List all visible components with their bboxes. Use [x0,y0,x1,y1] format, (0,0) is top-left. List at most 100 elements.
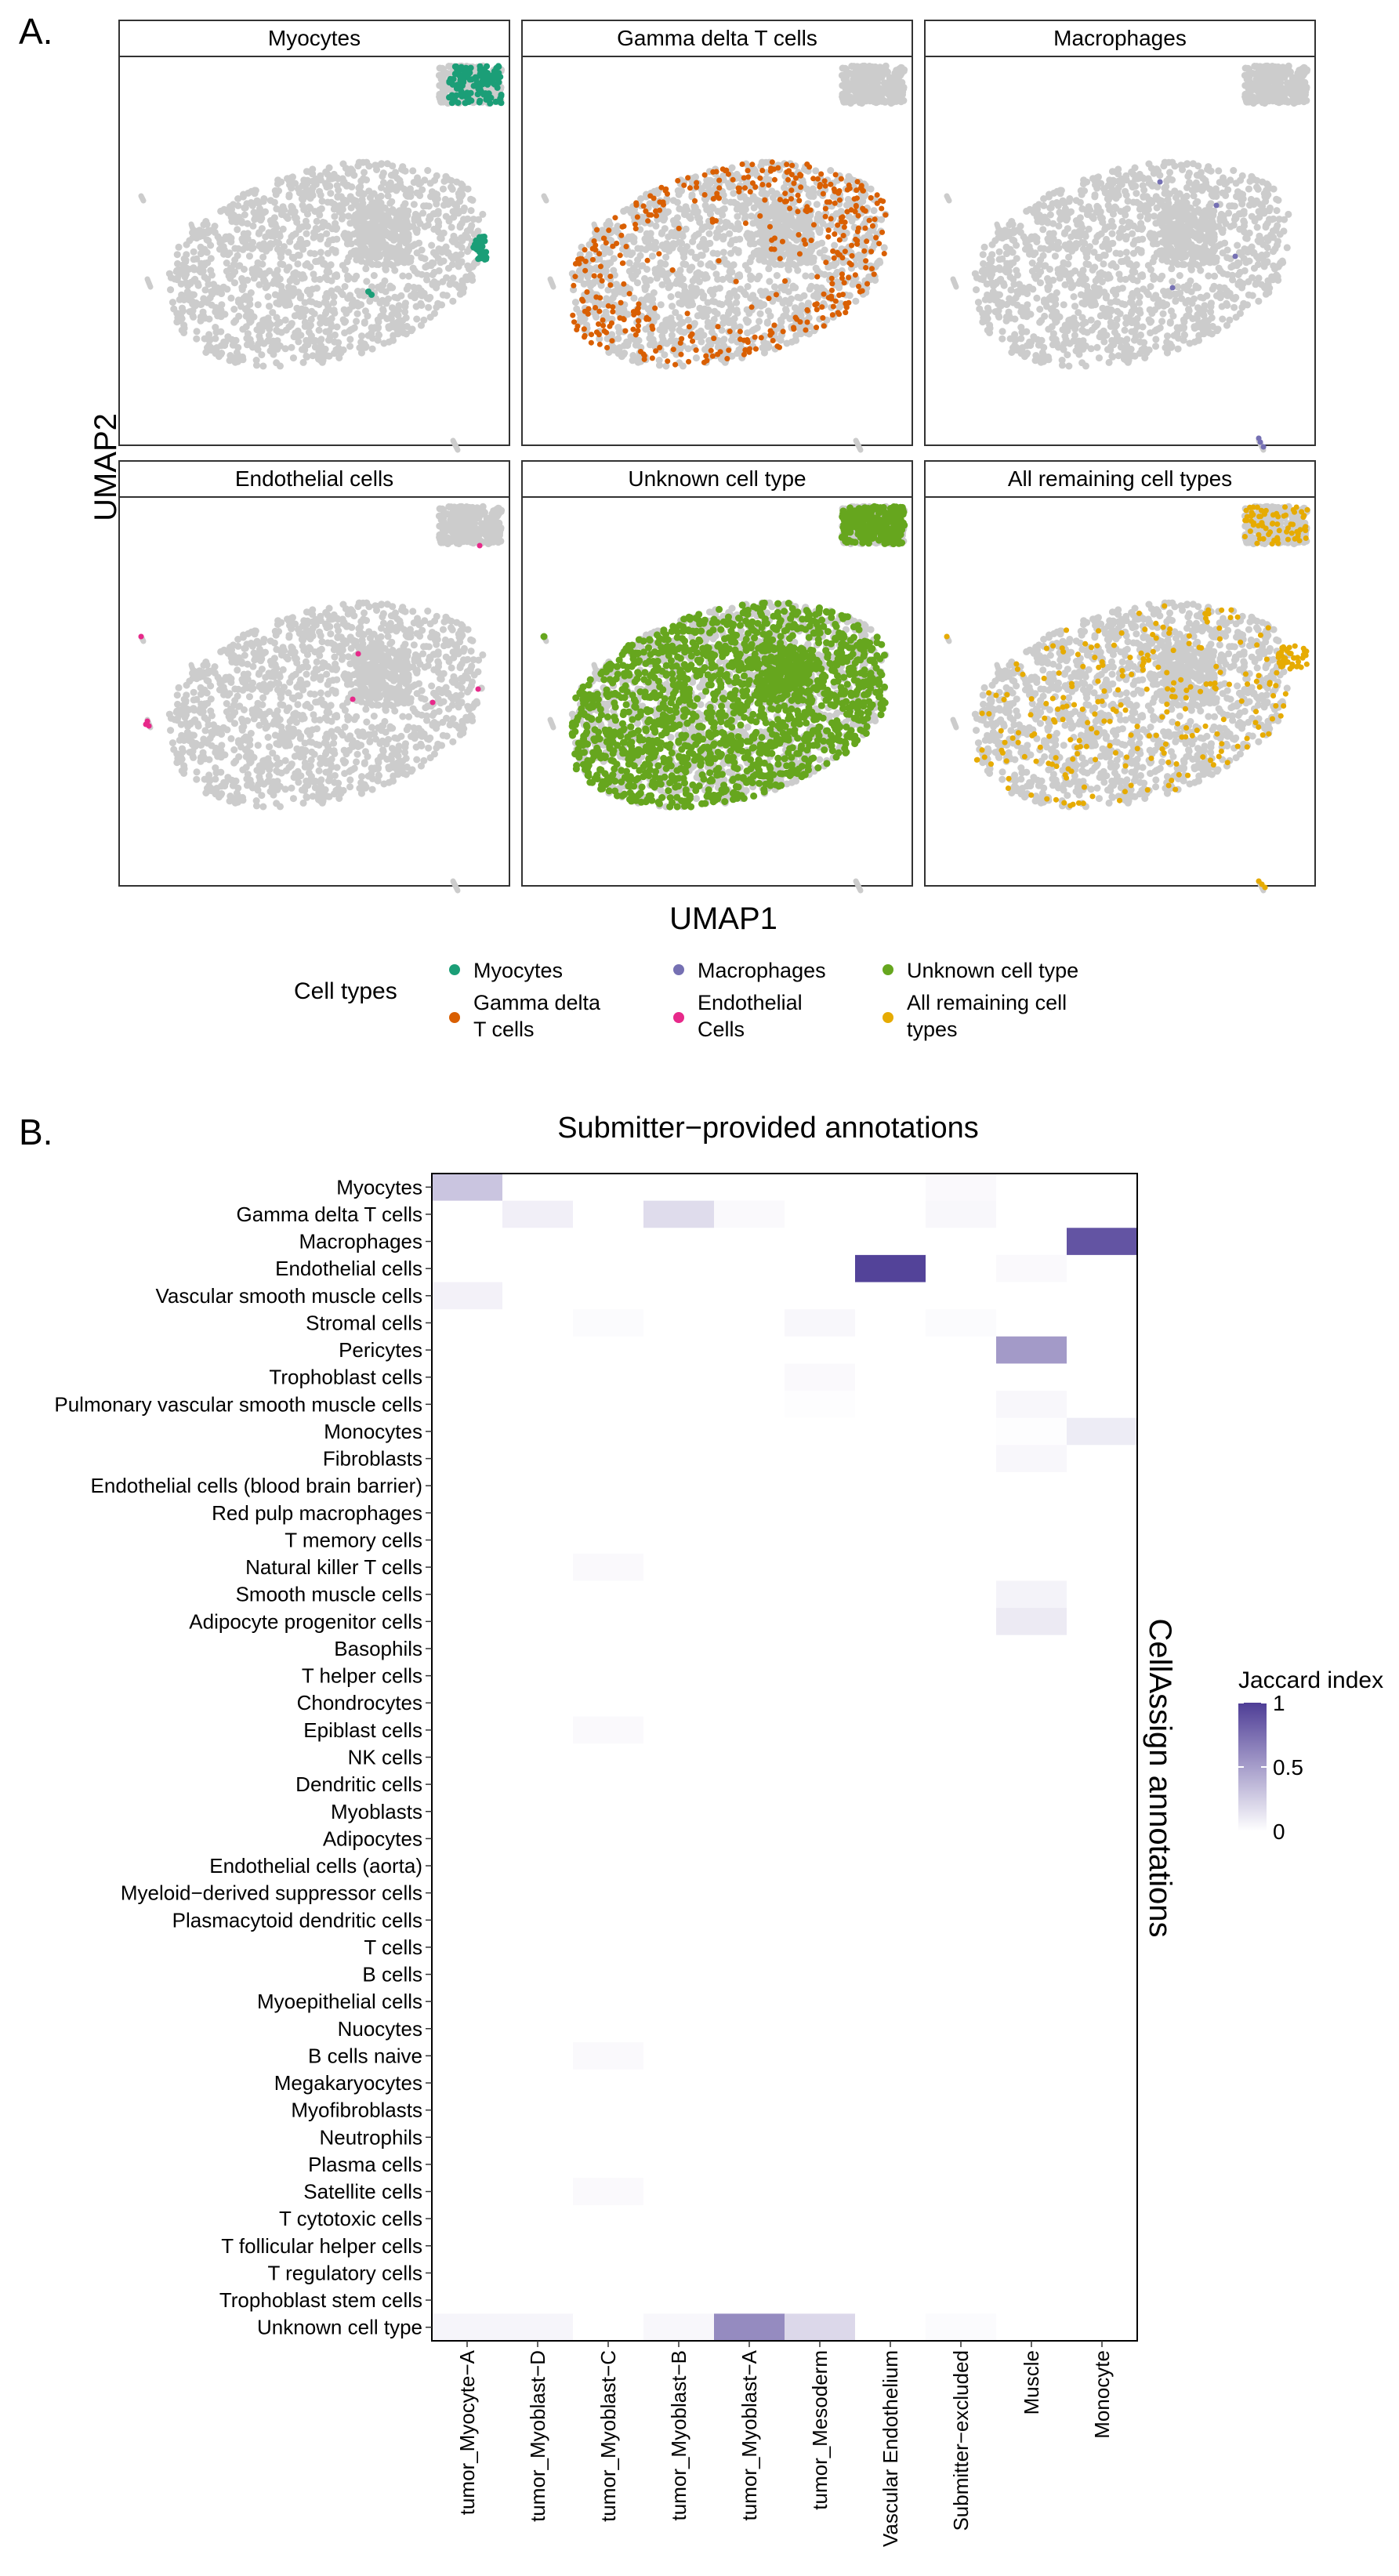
row-label: Megakaryocytes [274,2071,422,2095]
panel-b-label: B. [19,1112,53,1152]
heatmap-cell [502,1798,574,1826]
legend-item: Gamma delta T cells [449,991,601,1041]
heatmap-cell [643,1391,715,1419]
heatmap-cell [573,1689,644,1718]
heatmap-cell [714,2286,785,2314]
heatmap-cell [573,1852,644,1880]
heatmap-cell [855,2313,926,2342]
heatmap-cell [502,2178,574,2206]
heatmap-cell [714,1553,785,1581]
heatmap-cell [714,1391,785,1419]
heatmap-cell [502,1174,574,1202]
heatmap-cell [643,2123,715,2152]
heatmap-cell [502,1445,574,1473]
heatmap-cell [432,2286,503,2314]
heatmap-cell [926,1961,997,1989]
row-label: Plasmacytoid dendritic cells [172,1908,422,1932]
heatmap-cell [714,2204,785,2233]
heatmap-cell [643,2015,715,2043]
row-label: T cells [364,1936,422,1959]
heatmap-cell [926,1282,997,1310]
row-label: Monocytes [324,1420,422,1443]
heatmap-cell [714,1879,785,1907]
heatmap-cell [1067,2313,1138,2342]
heatmap-cell [1067,1309,1138,1337]
heatmap-cell [643,1933,715,1961]
heatmap-cell [996,1200,1067,1228]
heatmap-cell [573,1662,644,1690]
heatmap-cell [785,1961,856,1989]
heatmap-cell [855,1825,926,1853]
heatmap-cell [926,2286,997,2314]
row-label: T follicular helper cells [221,2234,422,2258]
heatmap-cell [1067,1770,1138,1798]
heatmap-cell [573,1987,644,2015]
heatmap-cell [855,1228,926,1256]
heatmap-cell [714,1471,785,1500]
heatmap-cell [714,1961,785,1989]
heatmap-cell [714,1906,785,1935]
row-label: Red pulp macrophages [212,1501,422,1525]
heatmap-cell [714,1336,785,1364]
heatmap-cell [855,2259,926,2288]
heatmap-cell [573,1961,644,1989]
legend-label: types [907,1018,958,1041]
heatmap-cell [1067,1526,1138,1555]
row-label: Adipocytes [323,1827,422,1850]
row-label: Trophoblast stem cells [219,2288,422,2312]
heatmap-cell [643,1743,715,1772]
heatmap-cell [996,1879,1067,1907]
heatmap-cell [643,2286,715,2314]
heatmap-cell [926,1743,997,1772]
heatmap-cell [432,1798,503,1826]
heatmap-cell [926,1879,997,1907]
heatmap-cell [573,1634,644,1663]
heatmap-cell [573,1254,644,1283]
legend-item: Macrophages [673,959,826,982]
heatmap-cell [1067,1798,1138,1826]
heatmap-cell [785,2015,856,2043]
heatmap-cell [785,2286,856,2314]
heatmap-cell [714,1526,785,1555]
heatmap-cell [996,1282,1067,1310]
heatmap-cell [855,1391,926,1419]
heatmap-cell [643,1363,715,1391]
heatmap-cell [785,1716,856,1744]
heatmap-cell [432,1391,503,1419]
heatmap-cell [926,1471,997,1500]
row-label: Natural killer T cells [245,1555,422,1579]
heatmap-cell [573,1309,644,1337]
facet-title: All remaining cell types [1008,466,1232,491]
heatmap-cell [855,1987,926,2015]
heatmap-cell [926,1553,997,1581]
heatmap-cell [855,1200,926,1228]
column-label: tumor_Myoblast−B [667,2350,690,2520]
heatmap-cell [643,1906,715,1935]
heatmap-cell [573,1417,644,1446]
heatmap-cell [573,2259,644,2288]
heatmap-cell [785,1770,856,1798]
heatmap-cell [573,2150,644,2179]
umap-facet-remaining: All remaining cell types [924,460,1316,894]
outlier-cells [188,662,196,673]
outlier-cells [144,276,154,290]
legend-label: Macrophages [698,959,826,982]
heatmap-cell [1067,1961,1138,1989]
heatmap-cell [432,2042,503,2070]
row-label: NK cells [348,1746,422,1769]
row-label: Endothelial cells (aorta) [209,1854,422,1878]
row-label: Myeloid−derived suppressor cells [121,1881,422,1905]
heatmap-cell [855,2015,926,2043]
heatmap-cell [573,2015,644,2043]
heatmap-cell [855,1526,926,1555]
umap-scatter [541,62,908,453]
y-axis-label-umap2: UMAP2 [89,413,123,521]
heatmap-title: Submitter−provided annotations [557,1112,979,1145]
heatmap-cell [785,1174,856,1202]
heatmap-cell [785,2178,856,2206]
heatmap-cell [996,1363,1067,1391]
heatmap-cell [785,1336,856,1364]
heatmap-cell [714,1662,785,1690]
heatmap-cell [926,1798,997,1826]
heatmap-cell [855,1743,926,1772]
